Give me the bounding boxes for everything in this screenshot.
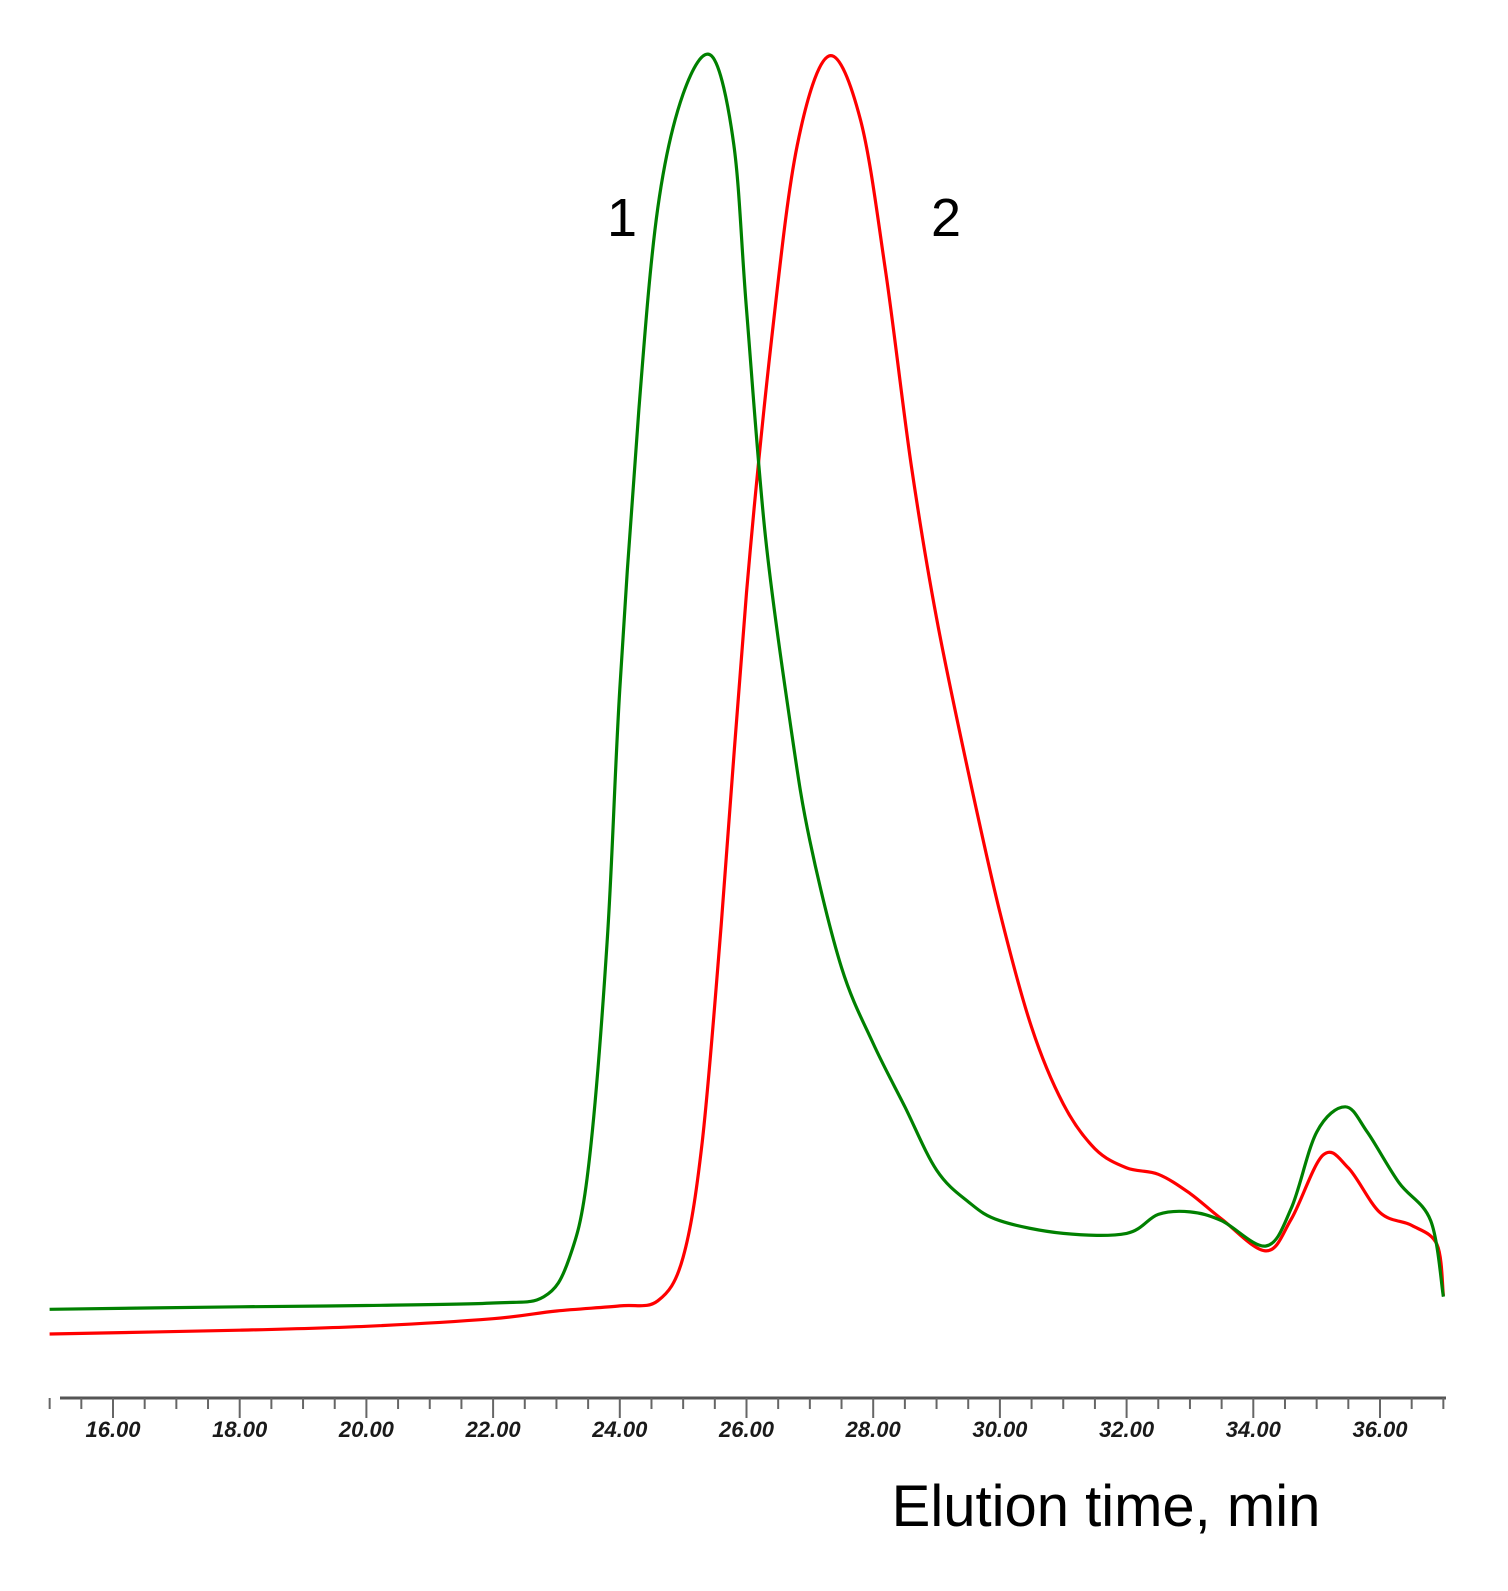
x-tick-label: 18.00 <box>212 1417 268 1442</box>
peak-label-2: 2 <box>931 188 961 248</box>
x-tick-label: 16.00 <box>85 1417 141 1442</box>
x-tick-label: 36.00 <box>1352 1417 1408 1442</box>
series-layer <box>49 52 1445 1336</box>
x-tick-label: 22.00 <box>465 1417 522 1442</box>
x-axis-ticks: 16.00 18.00 20.00 22.00 24.00 26.00 28.00 30.00… <box>48 1398 1445 1442</box>
x-tick-label: 34.00 <box>1226 1417 1282 1442</box>
series-2-line <box>49 54 1445 1336</box>
x-tick-label: 24.00 <box>591 1417 648 1442</box>
x-tick-label: 26.00 <box>718 1417 775 1442</box>
x-tick-label: 20.00 <box>338 1417 395 1442</box>
x-tick-label: 28.00 <box>845 1417 902 1442</box>
series-1-line <box>49 52 1445 1311</box>
x-tick-label: 30.00 <box>972 1417 1028 1442</box>
x-axis-title: Elution time, min <box>892 1474 1321 1539</box>
peak-label-1: 1 <box>607 188 637 248</box>
x-tick-label: 32.00 <box>1099 1417 1155 1442</box>
